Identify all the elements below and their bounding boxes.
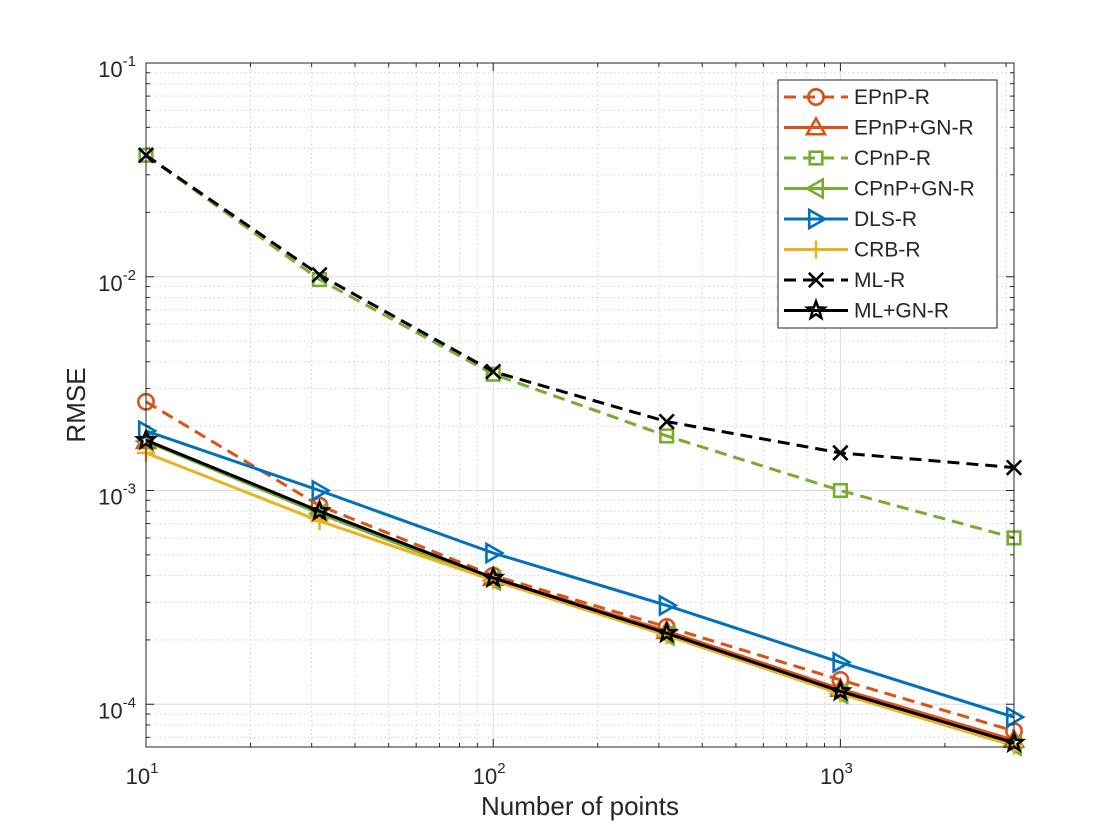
y-tick-label: 10-1 (98, 53, 136, 82)
legend-marker-epnp-r (807, 88, 825, 106)
legend-marker-cpnp-r (808, 150, 824, 166)
legend-label-ml-gn-r: ML+GN-R (854, 300, 949, 323)
y-axis-title: RMSE (61, 367, 91, 442)
legend-marker-crb-r (807, 240, 825, 259)
data-point-dls-r (485, 541, 505, 565)
y-tick-label: 10-2 (98, 267, 136, 296)
series-layer (133, 147, 1027, 757)
axis-ticks (145, 62, 1014, 747)
series-line-crb-r (145, 451, 1015, 748)
legend-item-cpnp-r: CPnP-R (784, 147, 931, 170)
series-line-ml-gn-r (145, 438, 1015, 745)
y-tick-label-base: 10 (98, 271, 122, 296)
legend-item-ml-r: ML-R (784, 269, 905, 292)
plot-frame (145, 62, 1015, 748)
data-point-cpnp-r (832, 482, 849, 499)
y-tick-label-exponent: -4 (123, 694, 136, 711)
legend-item-ml-gn-r: ML+GN-R (784, 297, 949, 323)
data-point-ml-r (658, 413, 675, 430)
x-tick-label-base: 10 (820, 764, 844, 789)
data-point-ml-gn-r (307, 498, 332, 522)
y-tick-label-base: 10 (98, 57, 122, 82)
legend-label-cpnp-gn-r: CPnP+GN-R (854, 178, 975, 201)
legend-item-crb-r: CRB-R (784, 239, 921, 262)
data-point-ml-gn-r (828, 678, 853, 702)
legend-label-cpnp-r: CPnP-R (854, 147, 931, 170)
y-tick-label-exponent: -2 (123, 267, 136, 284)
data-point-dls-r (832, 651, 853, 674)
series-line-dls-r (145, 429, 1015, 719)
legend-marker-cpnp-gn-r (804, 177, 825, 200)
legend-marker-ml-gn-r (803, 297, 829, 321)
data-point-dls-r (1005, 705, 1026, 729)
series-ml-gn-r (133, 427, 1027, 754)
x-tick-label-exponent: 3 (844, 760, 852, 777)
series-line-cpnp-r (145, 154, 1015, 540)
x-tick-label-base: 10 (473, 764, 497, 789)
data-point-ml-gn-r (481, 565, 506, 589)
legend-item-dls-r: DLS-R (784, 207, 917, 231)
y-tick-label-exponent: -3 (123, 481, 136, 498)
data-point-dls-r (311, 479, 332, 502)
x-tick-labels: 101 102 103 (126, 760, 853, 789)
x-axis-title: Number of points (481, 791, 679, 821)
data-point-ml-r (832, 444, 849, 461)
y-tick-label: 10-4 (98, 694, 136, 723)
data-point-ml-r (311, 266, 328, 284)
x-tick-label: 101 (126, 760, 159, 789)
legend-marker-epnp-gn-r (804, 115, 828, 136)
data-point-cpnp-r (485, 366, 501, 382)
y-tick-label-base: 10 (98, 485, 122, 510)
legend-label-epnp-gn-r: EPnP+GN-R (854, 117, 974, 140)
y-tick-label-base: 10 (98, 698, 122, 723)
x-tick-label-exponent: 2 (497, 760, 505, 777)
legend-label-dls-r: DLS-R (854, 208, 917, 231)
x-tick-label-base: 10 (126, 764, 150, 789)
legend-item-epnp-gn-r: EPnP+GN-R (784, 115, 974, 140)
data-point-dls-r (658, 594, 679, 617)
series-line-epnp-r (145, 400, 1015, 733)
y-tick-label: 10-3 (98, 481, 136, 510)
series-line-ml-r (145, 154, 1015, 470)
legend-item-cpnp-gn-r: CPnP+GN-R (784, 177, 975, 201)
data-point-cpnp-r (659, 428, 675, 444)
legend-label-crb-r: CRB-R (854, 239, 921, 262)
legend-marker-ml-r (807, 271, 825, 289)
data-point-ml-gn-r (654, 620, 679, 644)
legend: EPnP-R EPnP+GN-R CPnP-R CPnP+GN-R DLS-R CRB-R… (777, 79, 998, 329)
legend-item-epnp-r: EPnP-R (784, 86, 930, 109)
legend-label-epnp-r: EPnP-R (854, 86, 930, 109)
legend-label-ml-r: ML-R (854, 269, 905, 292)
data-point-ml-r (485, 363, 502, 380)
legend-marker-dls-r (807, 207, 828, 231)
y-tick-label-exponent: -1 (123, 53, 136, 70)
x-tick-label-exponent: 1 (150, 760, 158, 777)
x-tick-label: 102 (473, 760, 506, 789)
y-tick-labels: 10-410-310-210-1 (98, 53, 136, 723)
x-tick-label: 103 (820, 760, 853, 789)
